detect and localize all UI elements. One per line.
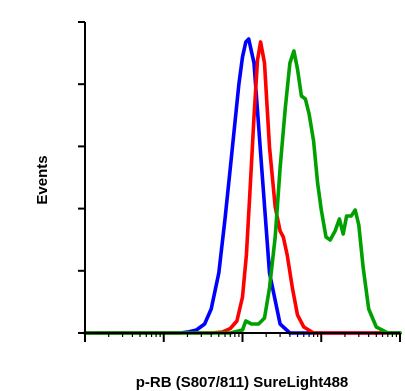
y-axis-title: Events [34, 155, 51, 204]
series-line-1 [83, 37, 402, 335]
series-line-3 [83, 49, 402, 335]
chart-axes [78, 21, 401, 342]
x-axis-title: p-RB (S807/811) SureLight488 [136, 374, 349, 391]
histogram-curves [83, 37, 402, 335]
series-line-2 [83, 40, 402, 335]
